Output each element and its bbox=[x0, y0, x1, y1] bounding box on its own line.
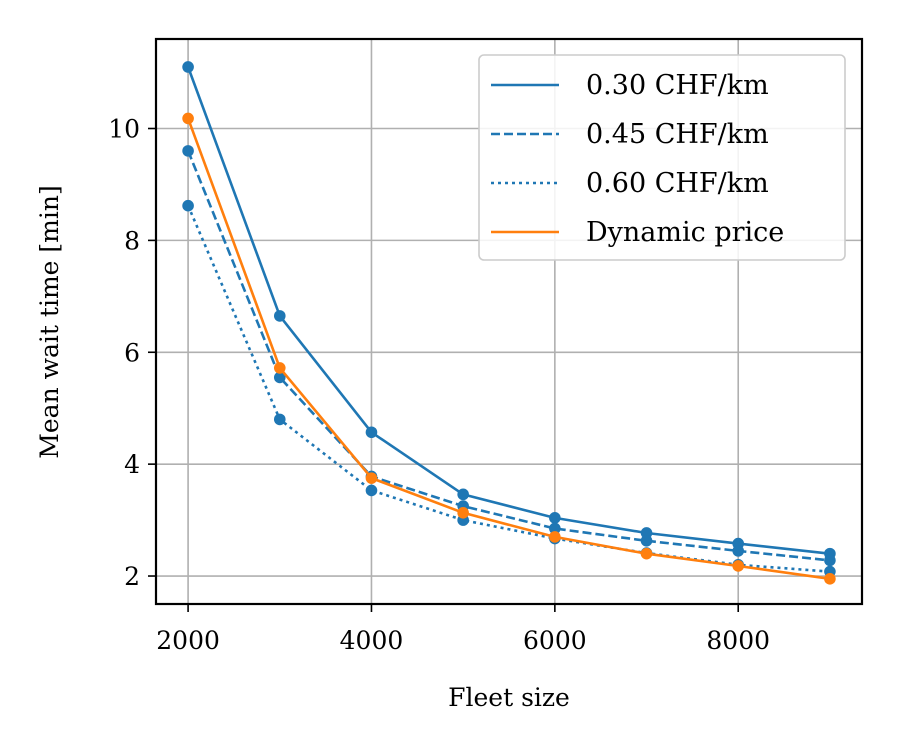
y-tick-label: 2 bbox=[124, 562, 140, 591]
data-point bbox=[365, 472, 378, 484]
x-tick-label: 2000 bbox=[156, 626, 220, 655]
data-point bbox=[365, 426, 378, 439]
data-point bbox=[182, 145, 194, 157]
data-point bbox=[457, 488, 469, 501]
y-tick-label: 10 bbox=[108, 115, 140, 144]
plot-frame bbox=[154, 37, 864, 606]
data-point bbox=[273, 413, 286, 426]
series-layer bbox=[182, 61, 836, 585]
legend-label: Dynamic price bbox=[586, 217, 784, 248]
data-point bbox=[549, 522, 561, 535]
axis-ticks: 2000 4000 6000 8000 2 4 6 8 10 bbox=[108, 115, 770, 655]
data-point bbox=[273, 371, 286, 384]
series-4 bbox=[182, 112, 836, 585]
data-point bbox=[732, 560, 745, 572]
data-point bbox=[182, 199, 194, 212]
legend-label: 0.45 CHF/km bbox=[586, 119, 769, 150]
legend-label: 0.30 CHF/km bbox=[586, 70, 769, 101]
data-point bbox=[640, 547, 653, 560]
data-point bbox=[182, 112, 194, 125]
data-point bbox=[640, 534, 653, 547]
data-point bbox=[457, 507, 469, 519]
data-point bbox=[824, 573, 836, 585]
data-point bbox=[182, 61, 194, 73]
x-tick-label: 4000 bbox=[340, 626, 404, 655]
data-point bbox=[365, 484, 378, 497]
y-tick-label: 8 bbox=[124, 226, 140, 255]
data-point bbox=[732, 545, 745, 557]
y-tick-label: 6 bbox=[124, 338, 140, 367]
data-point bbox=[273, 362, 286, 374]
y-tick-label: 4 bbox=[124, 450, 140, 479]
y-axis-label: Mean wait time [min] bbox=[35, 185, 64, 458]
x-tick-label: 6000 bbox=[523, 626, 587, 655]
data-point bbox=[824, 554, 836, 567]
legend: 0.30 CHF/km 0.45 CHF/km 0.60 CHF/km Dynamic… bbox=[478, 54, 846, 261]
legend-label: 0.60 CHF/km bbox=[586, 168, 769, 199]
data-point bbox=[549, 512, 561, 524]
series-line bbox=[186, 150, 831, 562]
legend-box bbox=[478, 54, 846, 261]
x-axis-label: Fleet size bbox=[448, 683, 570, 712]
x-tick-label: 8000 bbox=[706, 626, 770, 655]
data-point bbox=[273, 310, 286, 322]
data-point bbox=[549, 531, 561, 543]
series-line bbox=[186, 66, 831, 555]
series-line bbox=[186, 117, 831, 581]
